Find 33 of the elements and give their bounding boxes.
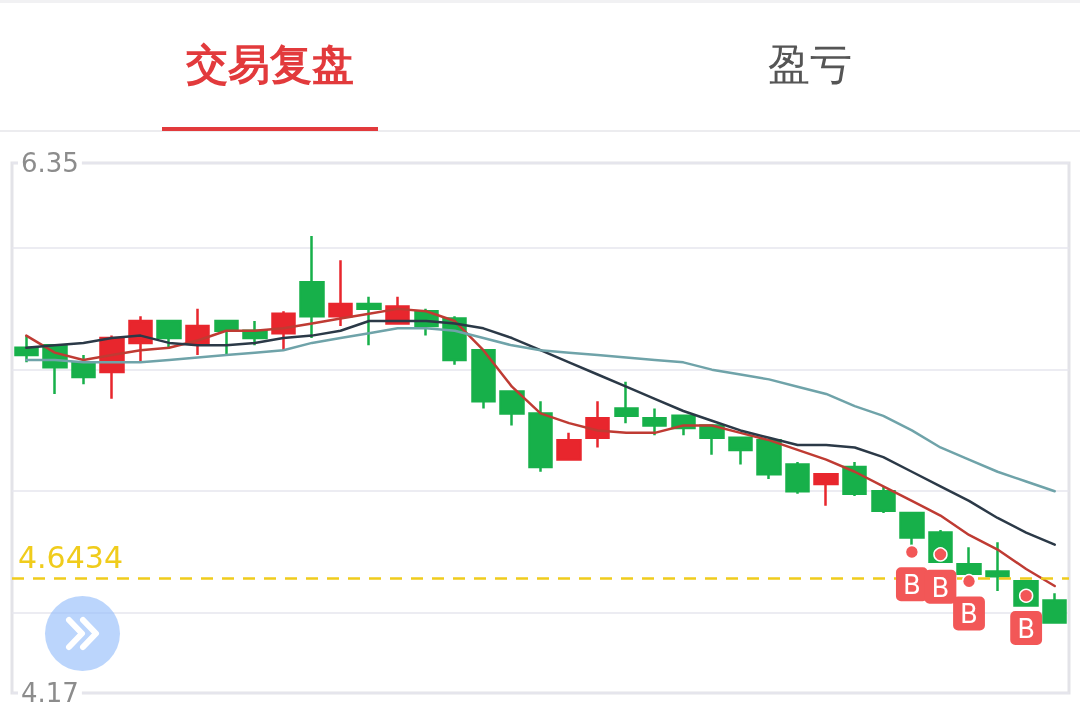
candlestick	[1042, 592, 1067, 624]
point	[904, 544, 920, 560]
candlestick	[614, 380, 639, 425]
candlestick	[471, 348, 496, 410]
point	[1018, 588, 1034, 603]
text: 盈亏	[768, 39, 852, 90]
candlestick	[556, 431, 582, 461]
candlestick	[785, 460, 810, 495]
line-series	[25, 319, 1056, 546]
candlestick	[985, 541, 1010, 593]
point	[933, 547, 948, 562]
text: 交易复盘	[186, 39, 354, 90]
data-label: B	[931, 572, 950, 603]
candlestick	[813, 472, 839, 508]
candlestick	[499, 390, 525, 427]
ref-line-label: 4.6434	[18, 540, 123, 576]
y-tick-label: 6.35	[21, 148, 79, 178]
data-label: B	[902, 570, 921, 601]
candlestick	[156, 319, 182, 350]
candlestick	[328, 259, 353, 328]
data-label: B	[1017, 614, 1036, 644]
candlestick	[356, 295, 382, 347]
candlestick	[642, 407, 667, 437]
line-series	[25, 327, 1056, 493]
candlestick	[14, 334, 39, 364]
candlestick	[871, 485, 896, 515]
y-tick-label: 4.17	[21, 678, 79, 708]
candlestick	[756, 438, 782, 481]
candlestick	[528, 400, 553, 474]
data-label: B	[960, 599, 978, 630]
candlestick	[728, 436, 753, 466]
point	[961, 573, 977, 589]
candlestick	[299, 234, 325, 340]
